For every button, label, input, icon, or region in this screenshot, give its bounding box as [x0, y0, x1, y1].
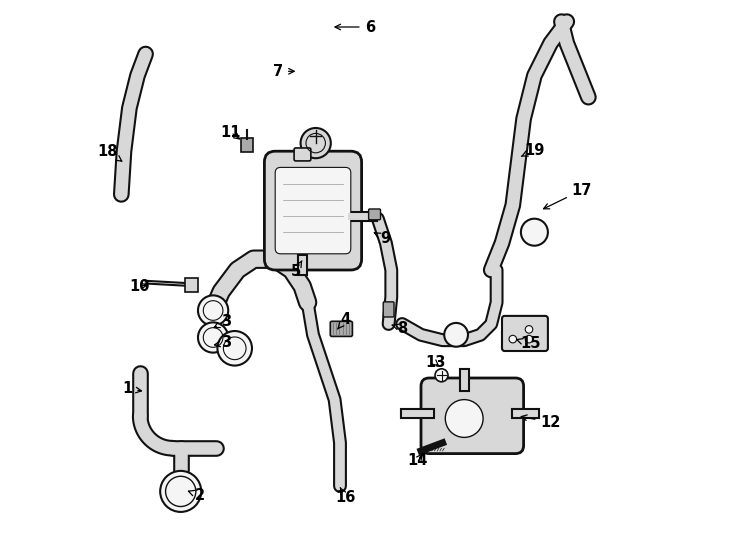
Circle shape: [444, 323, 468, 347]
FancyBboxPatch shape: [294, 148, 310, 161]
Text: 4: 4: [338, 312, 350, 329]
Text: 3: 3: [214, 335, 232, 350]
Text: 14: 14: [407, 453, 428, 468]
Text: 5: 5: [291, 261, 302, 279]
Text: 1: 1: [122, 381, 142, 396]
Text: 9: 9: [374, 231, 390, 246]
Text: 18: 18: [98, 144, 122, 161]
Text: 11: 11: [221, 125, 241, 140]
Circle shape: [160, 471, 201, 512]
Circle shape: [217, 331, 252, 366]
FancyBboxPatch shape: [502, 316, 548, 351]
FancyBboxPatch shape: [185, 278, 198, 292]
Text: 8: 8: [392, 321, 408, 336]
FancyBboxPatch shape: [241, 138, 252, 152]
Text: 10: 10: [129, 279, 150, 294]
Circle shape: [521, 219, 548, 246]
FancyBboxPatch shape: [330, 321, 352, 336]
FancyBboxPatch shape: [264, 151, 362, 270]
Text: 6: 6: [335, 19, 375, 35]
Circle shape: [435, 369, 448, 382]
Text: 12: 12: [521, 415, 561, 430]
Circle shape: [198, 322, 228, 353]
Text: 13: 13: [425, 355, 446, 370]
Circle shape: [198, 295, 228, 326]
Text: 17: 17: [544, 183, 592, 209]
Circle shape: [446, 400, 483, 437]
Text: 7: 7: [273, 64, 294, 79]
Circle shape: [509, 335, 517, 343]
Circle shape: [301, 128, 331, 158]
FancyBboxPatch shape: [275, 167, 351, 254]
FancyBboxPatch shape: [383, 302, 394, 317]
Circle shape: [526, 326, 533, 333]
FancyBboxPatch shape: [368, 209, 380, 220]
Text: 16: 16: [335, 488, 355, 505]
FancyBboxPatch shape: [421, 378, 523, 454]
Circle shape: [526, 335, 533, 343]
Text: 3: 3: [214, 314, 232, 329]
Text: 2: 2: [189, 488, 205, 503]
Text: 19: 19: [521, 143, 545, 158]
Text: 15: 15: [517, 336, 540, 352]
